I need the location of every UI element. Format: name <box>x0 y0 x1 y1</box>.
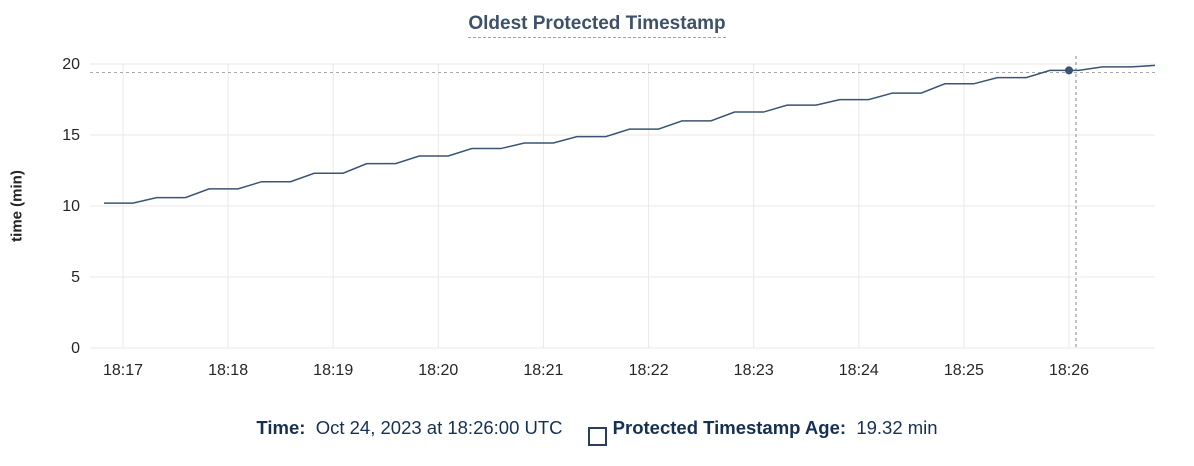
svg-text:18:21: 18:21 <box>523 362 563 379</box>
svg-text:15: 15 <box>62 127 80 144</box>
svg-text:18:18: 18:18 <box>208 362 248 379</box>
svg-text:5: 5 <box>71 269 80 286</box>
svg-text:18:22: 18:22 <box>629 362 669 379</box>
svg-text:18:19: 18:19 <box>313 362 353 379</box>
svg-text:18:17: 18:17 <box>103 362 143 379</box>
svg-text:18:24: 18:24 <box>839 362 879 379</box>
svg-text:10: 10 <box>62 198 80 215</box>
svg-text:20: 20 <box>62 56 80 73</box>
svg-text:18:20: 18:20 <box>418 362 458 379</box>
svg-text:18:26: 18:26 <box>1049 362 1089 379</box>
svg-text:18:23: 18:23 <box>734 362 774 379</box>
svg-text:18:25: 18:25 <box>944 362 984 379</box>
svg-text:0: 0 <box>71 340 80 357</box>
